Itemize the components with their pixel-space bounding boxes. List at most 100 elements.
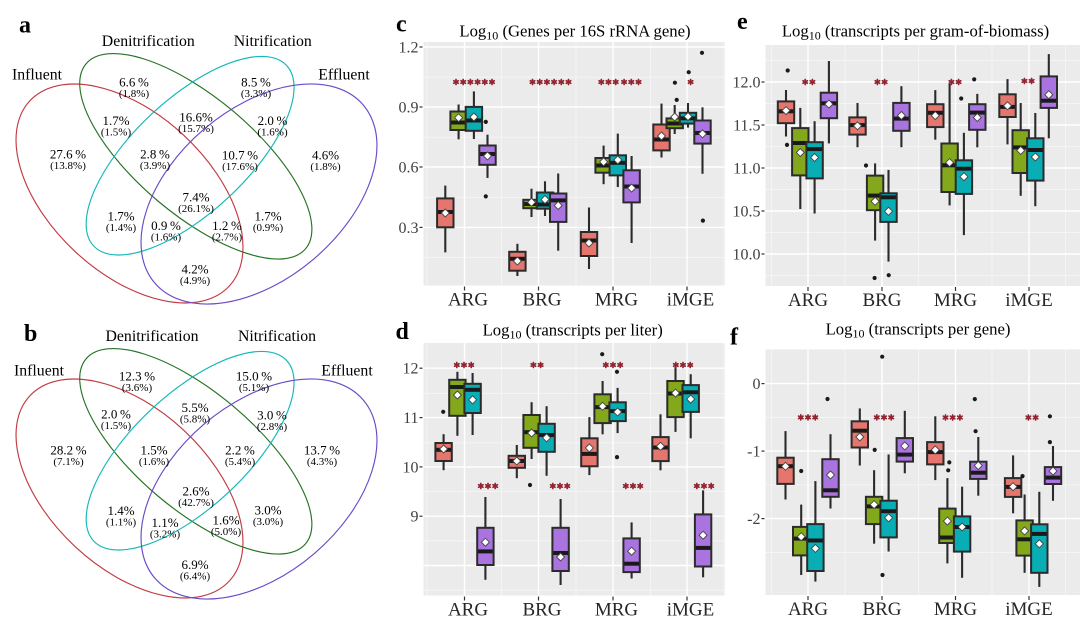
svg-text:BRG: BRG — [522, 290, 561, 311]
svg-text:6.9%: 6.9% — [181, 557, 208, 572]
svg-text:e: e — [737, 9, 748, 35]
svg-text:1.2: 1.2 — [399, 39, 419, 56]
svg-text:Log10 (Genes per 16S rRNA gene: Log10 (Genes per 16S rRNA gene) — [459, 22, 690, 43]
svg-text:(1.6%): (1.6%) — [151, 232, 182, 244]
svg-text:(26.1%): (26.1%) — [178, 203, 214, 215]
svg-text:Nitrification: Nitrification — [238, 328, 316, 345]
svg-text:15.0 %: 15.0 % — [236, 369, 272, 384]
svg-text:(1.1%): (1.1%) — [106, 517, 137, 529]
svg-text:Influent: Influent — [12, 67, 63, 84]
svg-text:(1.6%): (1.6%) — [257, 127, 288, 139]
svg-text:11.0: 11.0 — [733, 160, 760, 177]
svg-text:iMGE: iMGE — [667, 290, 715, 311]
svg-text:12.3 %: 12.3 % — [119, 369, 155, 384]
svg-text:BRG: BRG — [862, 599, 901, 620]
svg-text:(1.5%): (1.5%) — [101, 127, 132, 139]
svg-text:10.5: 10.5 — [733, 203, 761, 220]
svg-text:6.6 %: 6.6 % — [119, 75, 149, 90]
svg-text:d: d — [396, 319, 410, 345]
svg-text:Effluent: Effluent — [318, 67, 370, 84]
svg-text:10: 10 — [403, 459, 419, 476]
svg-text:10.7 %: 10.7 % — [222, 148, 258, 163]
svg-text:8.5 %: 8.5 % — [241, 75, 271, 90]
svg-text:(2.8%): (2.8%) — [257, 421, 288, 433]
svg-text:(4.3%): (4.3%) — [307, 456, 338, 468]
svg-text:-2: -2 — [747, 511, 760, 528]
svg-text:(3.6%): (3.6%) — [122, 382, 153, 394]
svg-text:4.2%: 4.2% — [181, 262, 208, 277]
svg-text:(17.6%): (17.6%) — [222, 161, 258, 173]
svg-text:(6.4%): (6.4%) — [180, 571, 211, 583]
svg-text:(13.8%): (13.8%) — [50, 160, 86, 172]
svg-text:b: b — [24, 321, 37, 347]
svg-text:Log10 (transcripts per gene): Log10 (transcripts per gene) — [826, 320, 1011, 341]
svg-text:16.6%: 16.6% — [179, 110, 213, 125]
svg-text:Denitrification: Denitrification — [102, 33, 195, 50]
svg-text:2.8 %: 2.8 % — [140, 147, 170, 162]
svg-text:BRG: BRG — [522, 600, 561, 621]
svg-text:4.6%: 4.6% — [312, 148, 339, 163]
svg-text:1.7%: 1.7% — [107, 209, 134, 224]
svg-text:12: 12 — [403, 361, 419, 378]
svg-text:(1.8%): (1.8%) — [310, 161, 341, 173]
svg-text:2.0 %: 2.0 % — [101, 407, 131, 422]
svg-text:2.6%: 2.6% — [182, 484, 209, 499]
svg-text:MRG: MRG — [595, 600, 639, 621]
svg-text:(5.1%): (5.1%) — [239, 382, 270, 394]
svg-text:0.9 %: 0.9 % — [151, 218, 181, 233]
svg-text:(3.2%): (3.2%) — [150, 529, 181, 541]
svg-text:2.0 %: 2.0 % — [258, 113, 288, 128]
svg-text:(5.0%): (5.0%) — [211, 526, 242, 538]
svg-text:0.6: 0.6 — [399, 159, 419, 176]
svg-text:(5.4%): (5.4%) — [225, 456, 256, 468]
svg-text:(1.8%): (1.8%) — [119, 88, 150, 100]
svg-text:(1.6%): (1.6%) — [139, 456, 170, 468]
svg-text:iMGE: iMGE — [1005, 599, 1053, 620]
svg-text:(1.5%): (1.5%) — [101, 420, 132, 432]
svg-text:iMGE: iMGE — [667, 600, 715, 621]
svg-text:1.6%: 1.6% — [212, 513, 239, 528]
svg-text:Log10 (transcripts per liter): Log10 (transcripts per liter) — [483, 321, 663, 342]
svg-text:(0.9%): (0.9%) — [253, 222, 284, 234]
svg-text:0.3: 0.3 — [399, 220, 419, 237]
svg-text:f: f — [730, 325, 739, 351]
svg-text:Effluent: Effluent — [321, 363, 373, 380]
svg-text:1.2 %: 1.2 % — [212, 218, 242, 233]
svg-text:27.6 %: 27.6 % — [50, 147, 86, 162]
svg-text:1.4%: 1.4% — [107, 503, 134, 518]
svg-text:ARG: ARG — [448, 600, 488, 621]
svg-text:Denitrification: Denitrification — [106, 328, 199, 345]
svg-text:ARG: ARG — [448, 290, 488, 311]
svg-text:MRG: MRG — [934, 599, 978, 620]
svg-text:28.2 %: 28.2 % — [50, 443, 86, 458]
svg-text:(3.0%): (3.0%) — [253, 516, 284, 528]
svg-text:(1.4%): (1.4%) — [106, 222, 137, 234]
svg-text:5.5%: 5.5% — [181, 400, 208, 415]
svg-text:1.7%: 1.7% — [254, 209, 281, 224]
svg-text:7.4%: 7.4% — [182, 190, 209, 205]
svg-text:(2.7%): (2.7%) — [212, 232, 243, 244]
svg-text:0.9: 0.9 — [399, 99, 419, 116]
svg-text:c: c — [396, 12, 407, 38]
svg-text:a: a — [19, 13, 31, 39]
svg-text:12.0: 12.0 — [733, 74, 761, 91]
svg-text:-1: -1 — [747, 444, 760, 461]
svg-text:1.7%: 1.7% — [102, 113, 129, 128]
svg-text:11: 11 — [403, 410, 418, 427]
svg-text:1.1%: 1.1% — [151, 515, 178, 530]
svg-text:(15.7%): (15.7%) — [178, 123, 214, 135]
svg-text:9: 9 — [411, 509, 419, 526]
svg-text:BRG: BRG — [862, 290, 901, 311]
svg-text:(7.1%): (7.1%) — [53, 456, 84, 468]
svg-text:Log10 (transcripts per gram-of: Log10 (transcripts per gram-of-biomass) — [782, 22, 1049, 43]
svg-text:11.5: 11.5 — [733, 117, 760, 134]
svg-text:13.7 %: 13.7 % — [304, 443, 340, 458]
svg-text:Nitrification: Nitrification — [234, 33, 312, 50]
svg-text:Influent: Influent — [14, 363, 65, 380]
svg-text:3.0%: 3.0% — [254, 503, 281, 518]
svg-text:iMGE: iMGE — [1005, 290, 1053, 311]
svg-text:(42.7%): (42.7%) — [178, 497, 214, 509]
svg-text:ARG: ARG — [788, 599, 828, 620]
svg-text:10.0: 10.0 — [733, 246, 761, 263]
svg-text:(3.3%): (3.3%) — [241, 88, 272, 100]
